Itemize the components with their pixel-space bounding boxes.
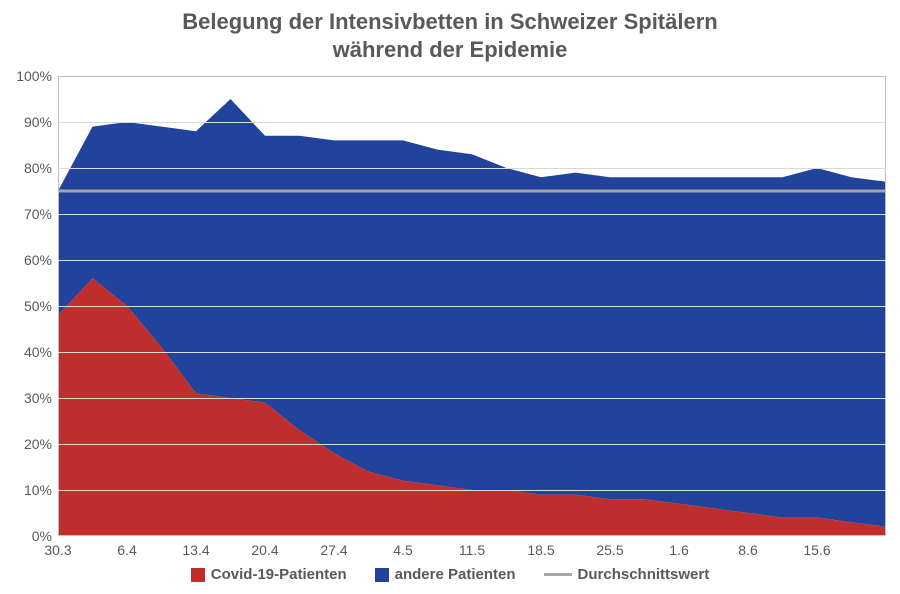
y-axis-label: 90% <box>24 114 58 130</box>
gridline <box>58 168 886 169</box>
gridline <box>58 122 886 123</box>
gridline <box>58 352 886 353</box>
legend-label: andere Patienten <box>395 566 516 583</box>
x-axis-label: 15.6 <box>803 536 830 558</box>
legend-item: Durchschnittswert <box>544 566 710 583</box>
y-axis-label: 100% <box>16 68 58 84</box>
gridline <box>58 444 886 445</box>
x-axis-label: 8.6 <box>738 536 757 558</box>
x-axis-label: 27.4 <box>320 536 347 558</box>
y-axis-label: 30% <box>24 390 58 406</box>
y-axis-label: 20% <box>24 436 58 452</box>
legend-label: Durchschnittswert <box>578 566 710 583</box>
x-axis-label: 4.5 <box>393 536 412 558</box>
gridline <box>58 398 886 399</box>
x-axis-label: 30.3 <box>44 536 71 558</box>
x-axis-label: 13.4 <box>182 536 209 558</box>
x-axis-label: 11.5 <box>459 536 485 558</box>
y-axis-label: 60% <box>24 252 58 268</box>
legend-swatch-box <box>375 568 389 582</box>
x-axis-label: 1.6 <box>669 536 688 558</box>
y-axis-label: 70% <box>24 206 58 222</box>
legend-label: Covid-19-Patienten <box>211 566 347 583</box>
y-axis-label: 50% <box>24 298 58 314</box>
x-axis-label: 18.5 <box>527 536 554 558</box>
gridline <box>58 306 886 307</box>
chart-title: Belegung der Intensivbetten in Schweizer… <box>0 0 900 63</box>
plot-area: 0%10%20%30%40%50%60%70%80%90%100%30.36.4… <box>58 76 886 536</box>
legend-swatch-line <box>544 573 572 576</box>
chart-title-line1: Belegung der Intensivbetten in Schweizer… <box>0 8 900 36</box>
gridline <box>58 214 886 215</box>
chart-container: Belegung der Intensivbetten in Schweizer… <box>0 0 900 594</box>
chart-title-line2: während der Epidemie <box>0 36 900 64</box>
legend: Covid-19-Patienten andere Patienten Durchs… <box>0 566 900 583</box>
y-axis-label: 10% <box>24 482 58 498</box>
gridline <box>58 490 886 491</box>
gridline <box>58 260 886 261</box>
x-axis-label: 20.4 <box>251 536 278 558</box>
y-axis-label: 40% <box>24 344 58 360</box>
y-axis-label: 80% <box>24 160 58 176</box>
x-axis-label: 25.5 <box>596 536 623 558</box>
legend-swatch-box <box>191 568 205 582</box>
legend-item: Covid-19-Patienten <box>191 566 347 583</box>
legend-item: andere Patienten <box>375 566 516 583</box>
x-axis-label: 6.4 <box>117 536 136 558</box>
